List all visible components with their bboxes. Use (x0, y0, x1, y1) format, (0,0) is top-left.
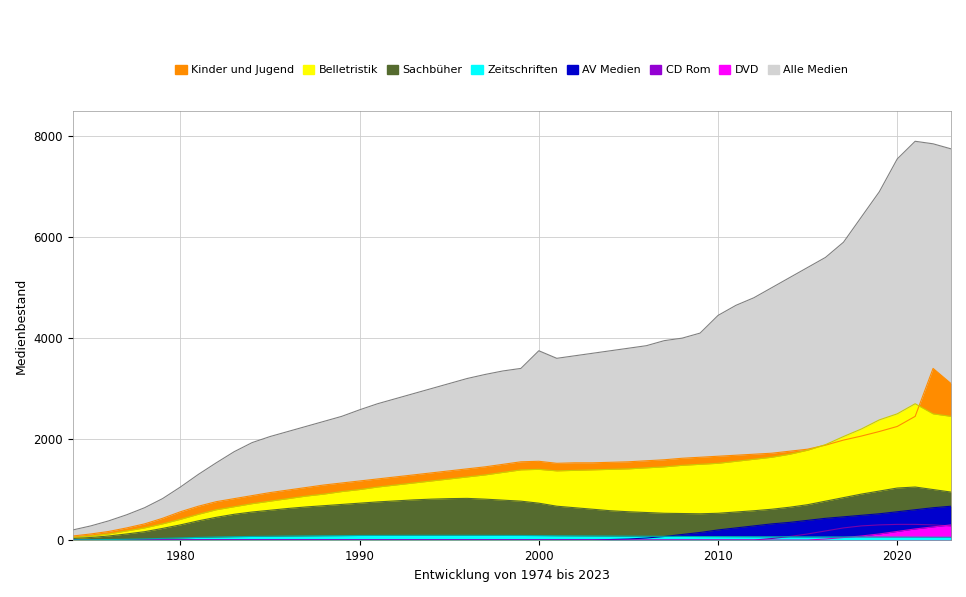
Y-axis label: Medienbestand: Medienbestand (15, 278, 28, 374)
Legend: Kinder und Jugend, Belletristik, Sachbüher, Zeitschriften, AV Medien, CD Rom, DV: Kinder und Jugend, Belletristik, Sachbüh… (171, 61, 853, 80)
X-axis label: Entwicklung von 1974 bis 2023: Entwicklung von 1974 bis 2023 (414, 569, 610, 582)
